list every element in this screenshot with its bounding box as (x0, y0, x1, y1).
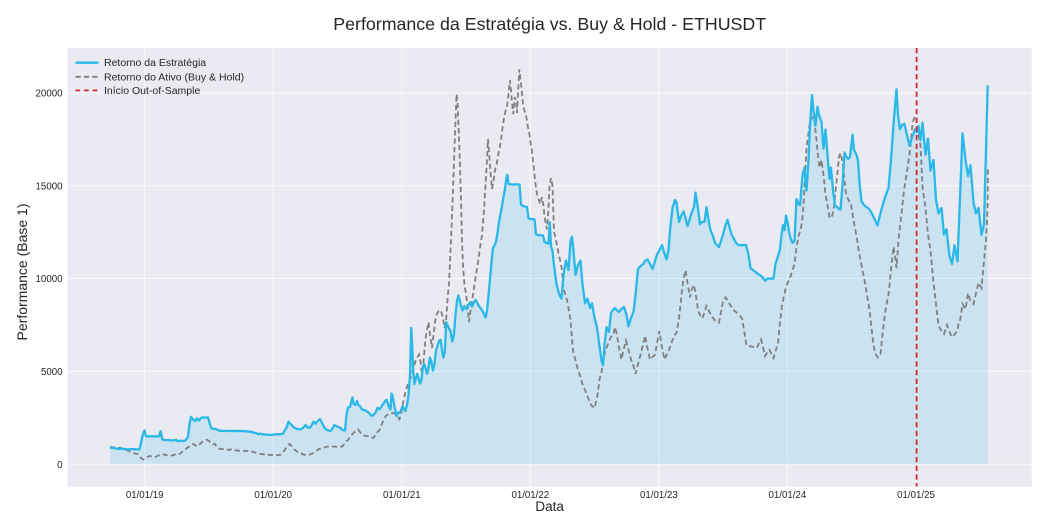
svg-text:01/01/24: 01/01/24 (769, 490, 807, 501)
svg-text:10000: 10000 (36, 274, 64, 285)
svg-text:01/01/19: 01/01/19 (126, 490, 164, 501)
svg-text:01/01/22: 01/01/22 (511, 490, 549, 501)
svg-text:Início Out-of-Sample: Início Out-of-Sample (104, 85, 200, 97)
svg-text:5000: 5000 (41, 367, 63, 378)
svg-text:Data: Data (535, 499, 564, 514)
svg-text:01/01/20: 01/01/20 (254, 490, 292, 501)
svg-text:01/01/25: 01/01/25 (897, 490, 935, 501)
svg-text:Performance da Estratégia vs.: Performance da Estratégia vs. Buy & Hold… (333, 14, 766, 34)
svg-text:Retorno da Estratégia: Retorno da Estratégia (104, 57, 206, 69)
svg-text:15000: 15000 (36, 181, 64, 192)
svg-text:20000: 20000 (36, 89, 64, 100)
svg-text:01/01/23: 01/01/23 (640, 490, 678, 501)
svg-text:Performance (Base 1): Performance (Base 1) (14, 204, 30, 341)
svg-text:0: 0 (57, 460, 63, 471)
svg-text:Retorno do Ativo (Buy & Hold): Retorno do Ativo (Buy & Hold) (104, 71, 244, 83)
svg-text:01/01/21: 01/01/21 (383, 490, 421, 501)
